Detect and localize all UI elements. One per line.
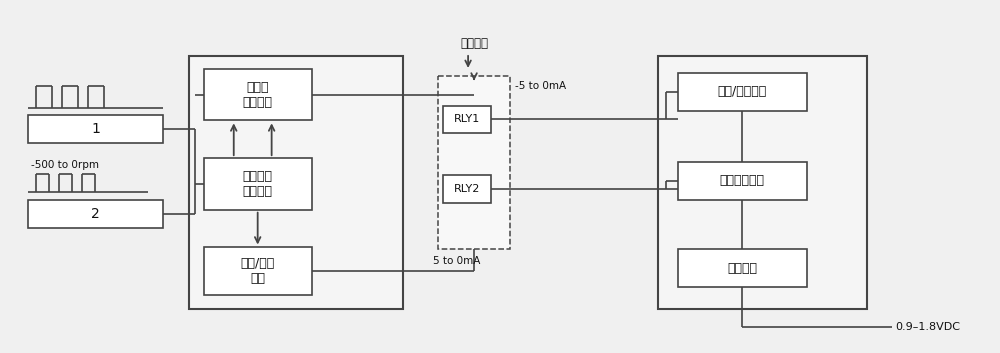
Bar bbox=[678, 73, 807, 110]
Bar bbox=[28, 115, 163, 143]
Text: 电流/电压转换: 电流/电压转换 bbox=[718, 85, 767, 98]
Text: 反转信号: 反转信号 bbox=[460, 37, 488, 49]
Bar bbox=[189, 56, 403, 309]
Bar bbox=[204, 69, 312, 120]
Text: 频率/电流
转换: 频率/电流 转换 bbox=[241, 257, 275, 285]
Text: 0.9–1.8VDC: 0.9–1.8VDC bbox=[895, 322, 960, 332]
Text: 信号输入
处理模块: 信号输入 处理模块 bbox=[243, 170, 273, 198]
Bar bbox=[678, 250, 807, 287]
Bar bbox=[204, 247, 312, 295]
Bar bbox=[438, 76, 510, 250]
Text: 隔离输出: 隔离输出 bbox=[727, 262, 757, 275]
Bar bbox=[678, 162, 807, 200]
Text: 2: 2 bbox=[91, 207, 100, 221]
Bar bbox=[658, 56, 867, 309]
Text: 1: 1 bbox=[91, 122, 100, 136]
Text: 电压调制放大: 电压调制放大 bbox=[720, 174, 765, 187]
Bar bbox=[204, 158, 312, 210]
Bar bbox=[443, 175, 491, 203]
Text: 5 to 0mA: 5 to 0mA bbox=[433, 256, 481, 266]
Text: RLY1: RLY1 bbox=[454, 114, 480, 125]
Bar bbox=[28, 200, 163, 228]
Text: 正反转
判断处理: 正反转 判断处理 bbox=[243, 80, 273, 109]
Text: -500 to 0rpm: -500 to 0rpm bbox=[31, 160, 99, 170]
Text: -5 to 0mA: -5 to 0mA bbox=[515, 81, 566, 91]
Bar bbox=[443, 106, 491, 133]
Text: RLY2: RLY2 bbox=[454, 184, 480, 194]
